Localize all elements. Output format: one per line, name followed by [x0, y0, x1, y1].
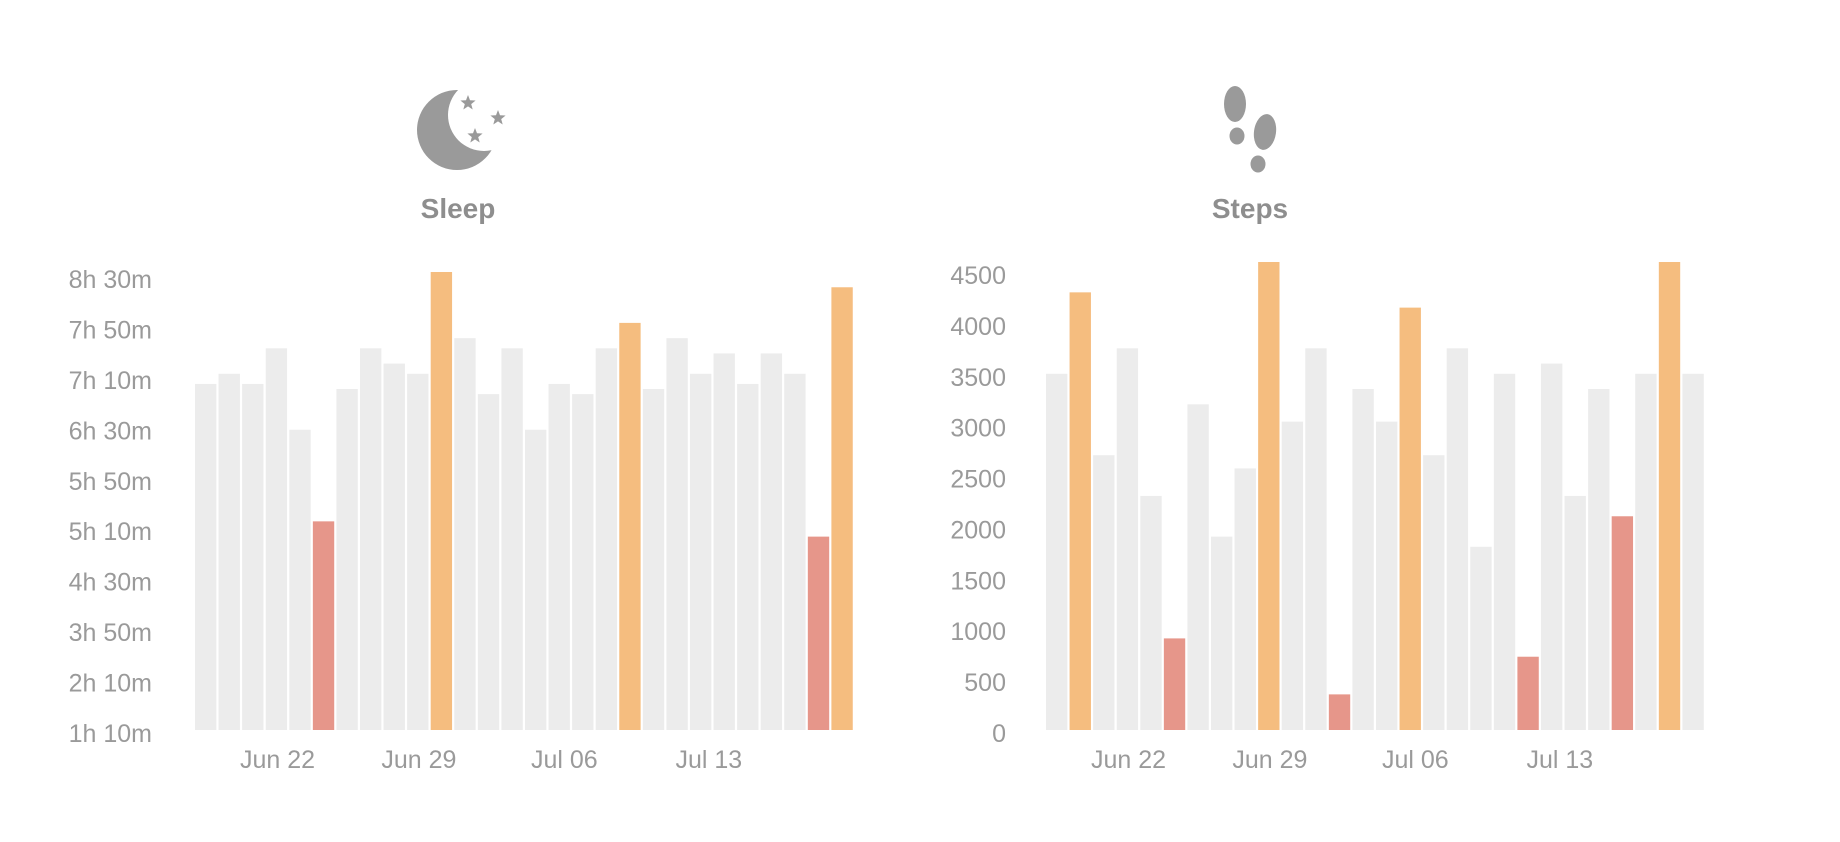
sleep-bar-normal	[713, 353, 735, 730]
sleep-bar-normal	[784, 373, 806, 730]
sleep-title: Sleep	[420, 193, 496, 224]
steps-bar-normal	[1493, 373, 1516, 730]
sleep-bar-high	[831, 287, 853, 730]
sleep-bar-normal	[689, 373, 712, 730]
steps-panel: Steps 0 500 1000 1500 2000 2500 3000 3500 4000 45…	[920, 0, 1840, 842]
sleep-bar-normal	[595, 348, 618, 730]
sleep-bar-normal	[265, 348, 288, 730]
steps-x-tick-label: Jul 06	[1382, 746, 1449, 774]
sleep-bar-normal	[407, 373, 429, 730]
steps-y-tick-label: 2500	[950, 466, 1006, 494]
sleep-bar-normal	[383, 363, 405, 730]
sleep-bar-normal	[666, 338, 688, 730]
steps-bar-normal	[1093, 455, 1115, 730]
sleep-bar-low	[312, 521, 335, 730]
steps-bar-high	[1069, 292, 1091, 730]
steps-bar-normal	[1375, 421, 1398, 730]
sleep-y-tick-label: 5h 50m	[69, 468, 152, 496]
sleep-x-tick-label: Jul 13	[675, 746, 742, 774]
sleep-chart: 1h 10m 2h 10m 3h 50m 4h 30m 5h 10m 5h 50m 6h 3…	[69, 266, 853, 774]
steps-bar-normal	[1281, 421, 1304, 730]
sleep-x-tick-label: Jul 06	[531, 746, 598, 774]
moon-stars-icon	[417, 82, 509, 170]
steps-bar-normal	[1540, 363, 1563, 730]
footprints-icon	[1224, 86, 1277, 173]
steps-bar-normal	[1046, 373, 1068, 730]
steps-y-tick-label: 4000	[950, 313, 1006, 341]
steps-bar-high	[1658, 262, 1681, 730]
steps-bar-normal	[1564, 495, 1586, 730]
steps-bar-normal	[1210, 536, 1233, 730]
steps-y-tick-label: 0	[992, 720, 1006, 748]
steps-bar-normal	[1140, 495, 1162, 730]
steps-bar-normal	[1446, 348, 1469, 730]
sleep-bar-normal	[760, 353, 783, 730]
steps-y-tick-label: 3000	[950, 415, 1006, 443]
sleep-y-tick-label: 7h 10m	[69, 367, 152, 395]
steps-y-tick-label: 500	[964, 669, 1006, 697]
sleep-bar-high	[619, 322, 641, 730]
steps-x-tick-label: Jun 29	[1232, 746, 1307, 774]
steps-bar-high	[1399, 307, 1421, 730]
sleep-y-tick-label: 6h 30m	[69, 417, 152, 445]
steps-bar-normal	[1635, 373, 1657, 730]
steps-bar-normal	[1234, 468, 1256, 730]
steps-bar-normal	[1470, 546, 1492, 730]
steps-bar-normal	[1588, 389, 1610, 730]
steps-bar-normal	[1305, 348, 1327, 730]
sleep-bar-normal	[289, 429, 311, 730]
sleep-bar-normal	[477, 394, 500, 730]
steps-bar-low	[1611, 516, 1634, 730]
sleep-bar-normal	[359, 348, 382, 730]
steps-bar-normal	[1352, 389, 1374, 730]
steps-y-tick-label: 1500	[950, 567, 1006, 595]
sleep-bar-normal	[336, 389, 358, 730]
steps-bar-low	[1328, 694, 1351, 730]
sleep-bar-normal	[454, 338, 476, 730]
steps-x-tick-label: Jun 22	[1091, 746, 1166, 774]
steps-y-tick-label: 3500	[950, 364, 1006, 392]
sleep-y-tick-label: 1h 10m	[69, 720, 152, 748]
steps-bar-normal	[1187, 404, 1209, 730]
steps-y-tick-label: 1000	[950, 618, 1006, 646]
sleep-bar-normal	[242, 383, 264, 730]
sleep-y-tick-label: 2h 10m	[69, 670, 152, 698]
steps-bar-normal	[1423, 455, 1445, 730]
sleep-bar-normal	[737, 383, 759, 730]
sleep-bar-normal	[218, 373, 240, 730]
sleep-y-tick-label: 7h 50m	[69, 316, 152, 344]
sleep-bar-normal	[548, 383, 570, 730]
steps-bar-low	[1517, 656, 1539, 730]
steps-title: Steps	[1211, 193, 1289, 224]
sleep-y-tick-label: 8h 30m	[69, 266, 152, 294]
sleep-x-tick-label: Jun 29	[381, 746, 456, 774]
sleep-bar-normal	[195, 383, 217, 730]
steps-y-tick-label: 4500	[950, 262, 1006, 290]
steps-y-tick-label: 2000	[950, 516, 1006, 544]
sleep-bar-low	[807, 536, 830, 730]
steps-bar-low	[1163, 638, 1186, 730]
sleep-bar-normal	[572, 394, 594, 730]
steps-bar-high	[1258, 262, 1280, 730]
sleep-bar-normal	[524, 429, 547, 730]
sleep-bar-high	[430, 272, 453, 730]
sleep-x-tick-label: Jun 22	[240, 746, 315, 774]
steps-chart: 0 500 1000 1500 2000 2500 3000 3500 4000 4500 Jun …	[950, 262, 1704, 774]
sleep-bar-normal	[642, 389, 665, 730]
steps-x-tick-label: Jul 13	[1526, 746, 1593, 774]
sleep-y-tick-label: 5h 10m	[69, 518, 152, 546]
steps-bar-normal	[1682, 373, 1704, 730]
sleep-panel: Sleep 1h 10m 2h 10m 3h 50m 4h 30m 5h 10m 5h 5…	[68, 82, 853, 774]
sleep-y-tick-label: 4h 30m	[69, 569, 152, 597]
sleep-bar-normal	[501, 348, 523, 730]
steps-bar-normal	[1116, 348, 1139, 730]
sleep-y-tick-label: 3h 50m	[69, 619, 152, 647]
